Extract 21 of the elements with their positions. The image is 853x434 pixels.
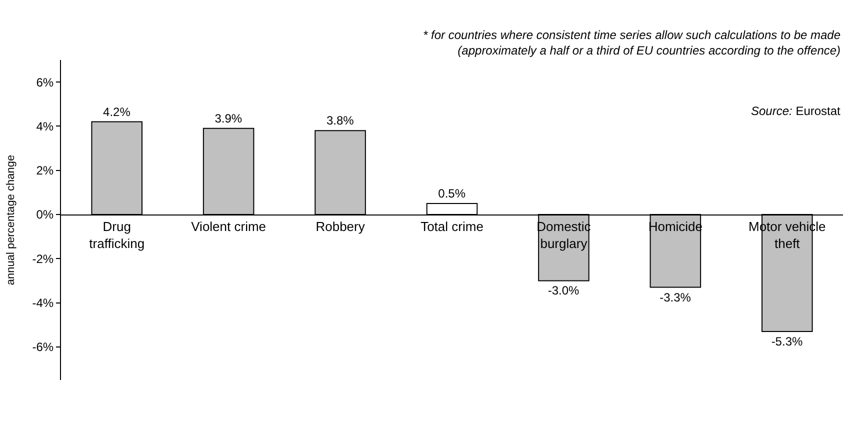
y-axis-title: annual percentage change — [4, 154, 17, 286]
y-tick-label: 6% — [36, 75, 54, 90]
y-tick-label: 2% — [36, 164, 54, 178]
data-label: -5.3% — [771, 334, 803, 348]
data-label: -3.0% — [548, 284, 580, 298]
x-tick-label: Violent crime — [191, 219, 266, 234]
data-label: 0.5% — [438, 186, 466, 200]
x-tick-label: Robbery — [316, 219, 366, 234]
y-tick-label: -4% — [32, 296, 54, 310]
data-label: 3.9% — [214, 111, 242, 126]
data-label: 4.2% — [103, 104, 131, 119]
data-label: -3.3% — [660, 290, 692, 304]
x-tick-label: Drug trafficking — [89, 219, 145, 251]
y-tick-label: 0% — [36, 208, 54, 222]
y-tick-label: -2% — [32, 252, 54, 266]
data-label: 3.8% — [326, 114, 354, 128]
x-tick-label: Total crime — [420, 219, 484, 234]
annotation: Source: Eurostat — [751, 104, 842, 118]
y-tick-label: -6% — [32, 340, 54, 354]
y-tick-label: 4% — [36, 119, 54, 134]
text: * for countries where consistent time series allow such calculations to be made (approximately a half or a third of EU countries according to the offence) — [423, 28, 841, 58]
